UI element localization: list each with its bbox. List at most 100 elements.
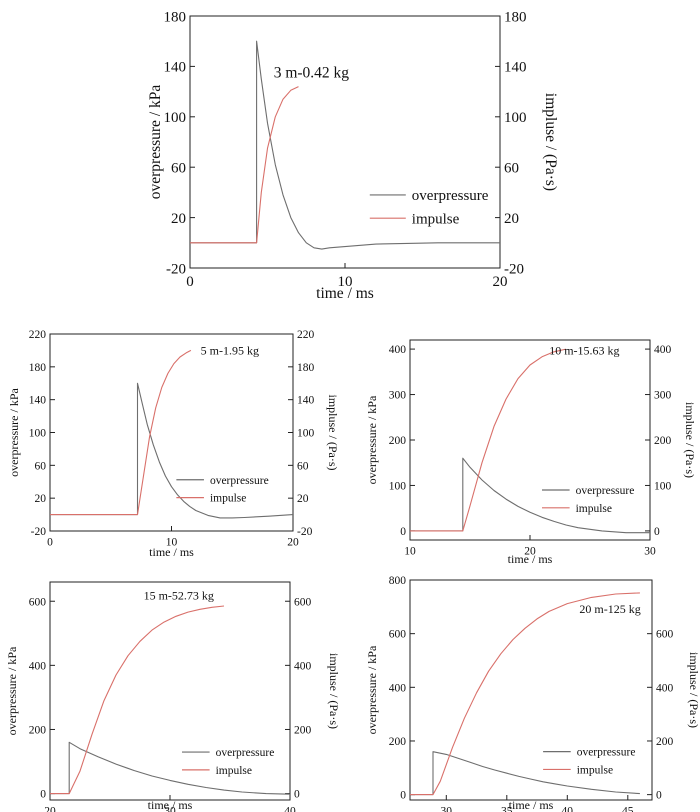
y-tick-label: 200 <box>389 736 407 748</box>
y-tick-label: 220 <box>29 329 47 341</box>
series-line-impulse <box>50 349 192 516</box>
chart-panel-2: 0 10 20-202060100140180220-202060100140180… <box>7 329 340 559</box>
y2-tick-label: 140 <box>504 60 527 76</box>
y2-tick-label: -20 <box>504 261 524 277</box>
y-tick-label: 300 <box>389 390 407 402</box>
y2-axis-label: impluse / (Pa·s) <box>326 395 340 471</box>
y2-tick-label: 100 <box>654 480 672 492</box>
y2-tick-label: 0 <box>656 790 662 802</box>
x-tick-label: 40 <box>562 806 574 812</box>
x-axis-label: time / ms <box>508 552 553 566</box>
x-tick-label: 30 <box>441 806 453 812</box>
plot-frame <box>49 581 291 801</box>
y2-axis-label: impluse / (Pa·s) <box>542 93 559 191</box>
y2-tick-label: 200 <box>654 435 672 447</box>
y2-tick-label: 600 <box>294 596 312 608</box>
chart-annotation: 15 m-52.73 kg <box>144 589 214 603</box>
y2-tick-label: 180 <box>504 9 527 25</box>
y2-tick-label: 20 <box>297 493 309 505</box>
y-tick-label: 0 <box>400 790 406 802</box>
y2-tick-label: 100 <box>504 110 527 126</box>
series-line-impulse <box>50 605 225 795</box>
x-tick-label: 40 <box>284 806 296 812</box>
y-tick-label: 600 <box>29 596 47 608</box>
legend-label-impulse: impulse <box>412 211 460 227</box>
x-axis-label: time / ms <box>509 798 554 812</box>
chart-panel-5: 30 35 40 45 0 200 400 600 800 0 200 400 600 time / ms… <box>365 575 700 812</box>
y2-axis-label: impluse / (Pa·s) <box>683 402 697 478</box>
legend-label-overpressure: overpressure <box>576 485 635 497</box>
x-tick-label: 30 <box>644 546 656 558</box>
y2-tick-label: 220 <box>297 329 315 341</box>
x-tick-label: 10 <box>404 546 416 558</box>
x-tick-label: 0 <box>47 537 53 549</box>
y-tick-label: 140 <box>29 395 47 407</box>
y-tick-label: -20 <box>31 526 47 538</box>
x-tick-label: 20 <box>287 537 299 549</box>
x-tick-label: 30 <box>164 806 176 812</box>
y2-tick-label: 100 <box>297 428 315 440</box>
x-tick-label: 20 <box>44 806 56 812</box>
y-tick-label: 100 <box>389 480 407 492</box>
y2-tick-label: 200 <box>656 736 674 748</box>
legend-label-impulse: impulse <box>576 503 612 515</box>
y-tick-label: 100 <box>29 428 47 440</box>
y2-tick-label: 0 <box>294 789 300 801</box>
chart-annotation: 3 m-0.42 kg <box>274 64 350 81</box>
y2-tick-label: 0 <box>654 526 660 538</box>
y-tick-label: 60 <box>171 160 186 176</box>
x-tick-label: 10 <box>338 274 353 290</box>
series-line-overpressure <box>190 40 500 250</box>
y2-tick-label: 400 <box>294 660 312 672</box>
x-tick-label: 10 <box>166 537 178 549</box>
series-line-overpressure <box>410 751 640 796</box>
series-line-overpressure <box>50 741 291 795</box>
y-tick-label: 200 <box>389 435 407 447</box>
y-tick-label: 180 <box>164 9 187 25</box>
plot-frame <box>409 339 651 541</box>
y2-tick-label: 400 <box>656 682 674 694</box>
y-tick-label: 400 <box>389 344 407 356</box>
y-tick-label: 0 <box>400 526 406 538</box>
chart-annotation: 20 m-125 kg <box>579 602 640 616</box>
x-tick-label: 35 <box>501 806 513 812</box>
y-axis-label: overpressure / kPa <box>365 645 379 734</box>
y-tick-label: 20 <box>35 493 47 505</box>
y-tick-label: 0 <box>40 789 46 801</box>
x-axis-label: time / ms <box>316 285 374 302</box>
series-line-impulse <box>410 348 567 532</box>
chart-panel-1: 0 10 20-202060100140180-202060100140180tim… <box>147 9 559 302</box>
y2-tick-label: 20 <box>504 211 519 227</box>
y-axis-label: overpressure / kPa <box>5 646 19 735</box>
x-tick-label: 20 <box>493 274 508 290</box>
y2-tick-label: 600 <box>656 629 674 641</box>
x-axis-label: time / ms <box>149 545 194 559</box>
y-tick-label: 20 <box>171 211 186 227</box>
y-axis-label: overpressure / kPa <box>7 388 21 477</box>
series-line-overpressure <box>410 457 650 534</box>
series-line-overpressure <box>50 382 294 519</box>
y2-axis-label: impluse / (Pa·s) <box>327 653 341 729</box>
x-tick-label: 20 <box>524 546 536 558</box>
y-tick-label: 60 <box>35 460 47 472</box>
legend-label-overpressure: overpressure <box>412 188 489 204</box>
legend-label-overpressure: overpressure <box>210 475 269 487</box>
y-tick-label: 600 <box>389 629 407 641</box>
y-tick-label: 200 <box>29 724 47 736</box>
chart-annotation: 10 m-15.63 kg <box>549 344 619 358</box>
y-tick-label: 100 <box>164 110 187 126</box>
legend-label-overpressure: overpressure <box>216 747 275 759</box>
x-tick-label: 45 <box>622 806 634 812</box>
series-line-impulse <box>410 592 640 796</box>
y2-tick-label: 140 <box>297 395 315 407</box>
y-tick-label: -20 <box>166 261 186 277</box>
y-tick-label: 140 <box>164 60 187 76</box>
legend-label-impulse: impulse <box>210 493 246 505</box>
legend-label-impulse: impulse <box>577 764 613 776</box>
y2-tick-label: 400 <box>654 344 672 356</box>
y2-tick-label: 60 <box>504 160 519 176</box>
chart-annotation: 5 m-1.95 kg <box>201 343 259 357</box>
y2-tick-label: 200 <box>294 724 312 736</box>
